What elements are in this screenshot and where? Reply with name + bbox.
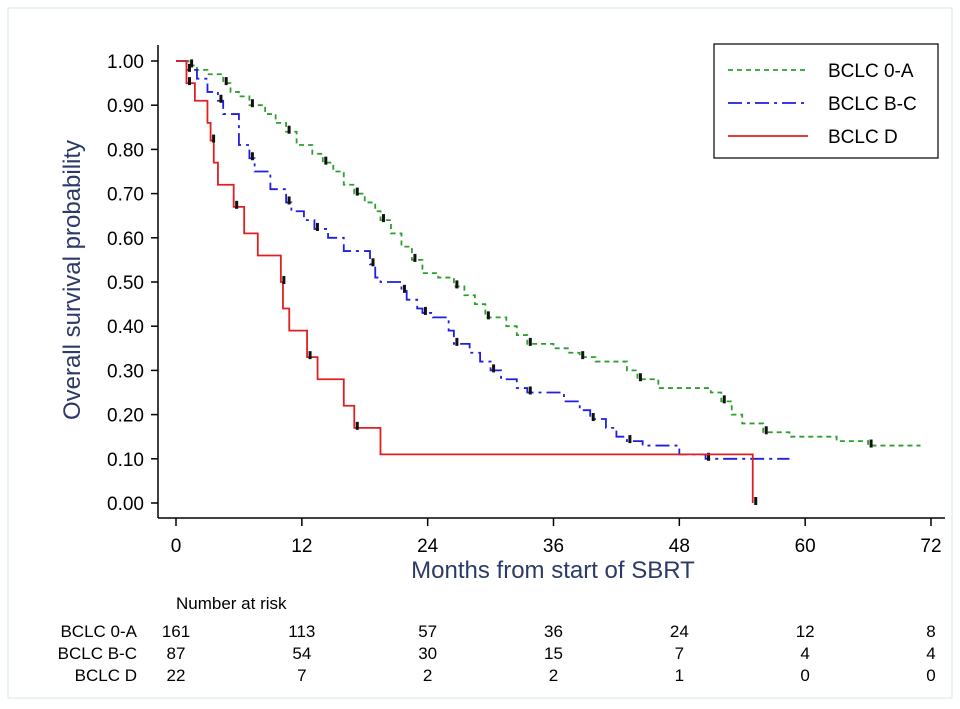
x-axis-label: Months from start of SBRT <box>411 557 695 584</box>
risk-row-label: BCLC D <box>75 666 137 685</box>
risk-count: 113 <box>288 622 315 641</box>
series-line-2 <box>176 60 754 503</box>
risk-table-title: Number at risk <box>176 594 287 613</box>
risk-count: 4 <box>800 644 809 663</box>
risk-count: 57 <box>418 622 437 641</box>
series-line-0 <box>176 60 921 447</box>
censor-mark <box>628 435 632 444</box>
censor-mark <box>591 413 595 422</box>
censor-mark <box>250 152 254 161</box>
risk-count: 12 <box>796 622 815 641</box>
censor-mark <box>486 311 490 320</box>
risk-row-label: BCLC B-C <box>58 644 137 663</box>
risk-count: 0 <box>800 666 809 685</box>
legend-box <box>713 43 939 159</box>
series-line-1 <box>176 60 790 460</box>
risk-count: 7 <box>297 666 306 685</box>
risk-count: 161 <box>162 622 190 641</box>
risk-count: 7 <box>675 644 684 663</box>
censor-mark <box>402 284 406 293</box>
censor-mark <box>722 395 726 404</box>
risk-count: 30 <box>418 644 437 663</box>
y-tick-label: 0.60 <box>107 229 144 250</box>
x-tick-label: 36 <box>543 536 564 557</box>
y-tick-label: 0.40 <box>107 317 144 338</box>
censor-mark <box>187 77 191 86</box>
risk-count: 24 <box>670 622 689 641</box>
x-tick-label: 48 <box>669 536 690 557</box>
censor-mark <box>492 364 496 373</box>
risk-count: 8 <box>926 622 935 641</box>
risk-count: 87 <box>167 644 186 663</box>
risk-count: 22 <box>167 666 186 685</box>
censor-mark <box>308 351 312 360</box>
risk-row-label: BCLC 0-A <box>60 622 137 641</box>
risk-count: 36 <box>544 622 563 641</box>
y-tick-label: 0.00 <box>107 494 144 515</box>
legend-label-0: BCLC 0-A <box>828 61 914 82</box>
risk-count: 0 <box>926 666 935 685</box>
y-tick-label: 0.20 <box>107 406 144 427</box>
x-tick-label: 60 <box>795 536 816 557</box>
censor-mark <box>455 337 459 346</box>
censor-mark <box>423 306 427 315</box>
risk-count: 1 <box>675 666 684 685</box>
censor-mark <box>355 187 359 196</box>
y-tick-label: 0.10 <box>107 450 144 471</box>
censor-mark <box>754 497 758 505</box>
censor-mark <box>219 94 223 103</box>
censor-mark <box>413 253 417 262</box>
risk-count: 2 <box>423 666 432 685</box>
x-tick-label: 24 <box>417 536 439 557</box>
y-tick-label: 0.90 <box>107 96 144 117</box>
censor-mark <box>638 373 642 382</box>
censor-mark <box>324 156 328 165</box>
legend-label-2: BCLC D <box>828 127 898 148</box>
censor-mark <box>282 276 286 284</box>
censor-mark <box>869 439 873 448</box>
y-tick-label: 0.80 <box>107 140 144 161</box>
risk-count: 15 <box>544 644 563 663</box>
censor-mark <box>235 200 239 209</box>
censor-mark <box>187 63 191 72</box>
x-tick-label: 12 <box>291 536 312 557</box>
censor-mark <box>355 421 359 430</box>
x-tick-label: 0 <box>171 536 182 557</box>
censor-mark <box>190 59 194 68</box>
censor-mark <box>581 351 585 360</box>
censor-mark <box>381 214 385 223</box>
censor-mark <box>528 386 532 395</box>
risk-count: 4 <box>926 644 935 663</box>
censor-mark <box>371 258 375 267</box>
censor-mark <box>315 222 319 231</box>
censor-mark <box>212 134 216 143</box>
censor-mark <box>764 426 768 435</box>
censor-mark <box>528 337 532 346</box>
censor-mark <box>287 125 291 134</box>
risk-count: 54 <box>292 644 311 663</box>
y-tick-label: 1.00 <box>107 52 144 73</box>
risk-count: 2 <box>549 666 558 685</box>
y-axis-label: Overall survival probability <box>59 140 86 420</box>
censor-mark <box>707 452 711 461</box>
y-tick-label: 0.50 <box>107 273 144 294</box>
y-tick-label: 0.70 <box>107 185 144 206</box>
y-tick-label: 0.30 <box>107 361 144 382</box>
censor-mark <box>250 99 254 108</box>
x-tick-label: 72 <box>920 536 941 557</box>
censor-mark <box>287 196 291 205</box>
censor-mark <box>224 77 228 86</box>
legend-label-1: BCLC B-C <box>828 94 917 115</box>
censor-mark <box>455 280 459 289</box>
